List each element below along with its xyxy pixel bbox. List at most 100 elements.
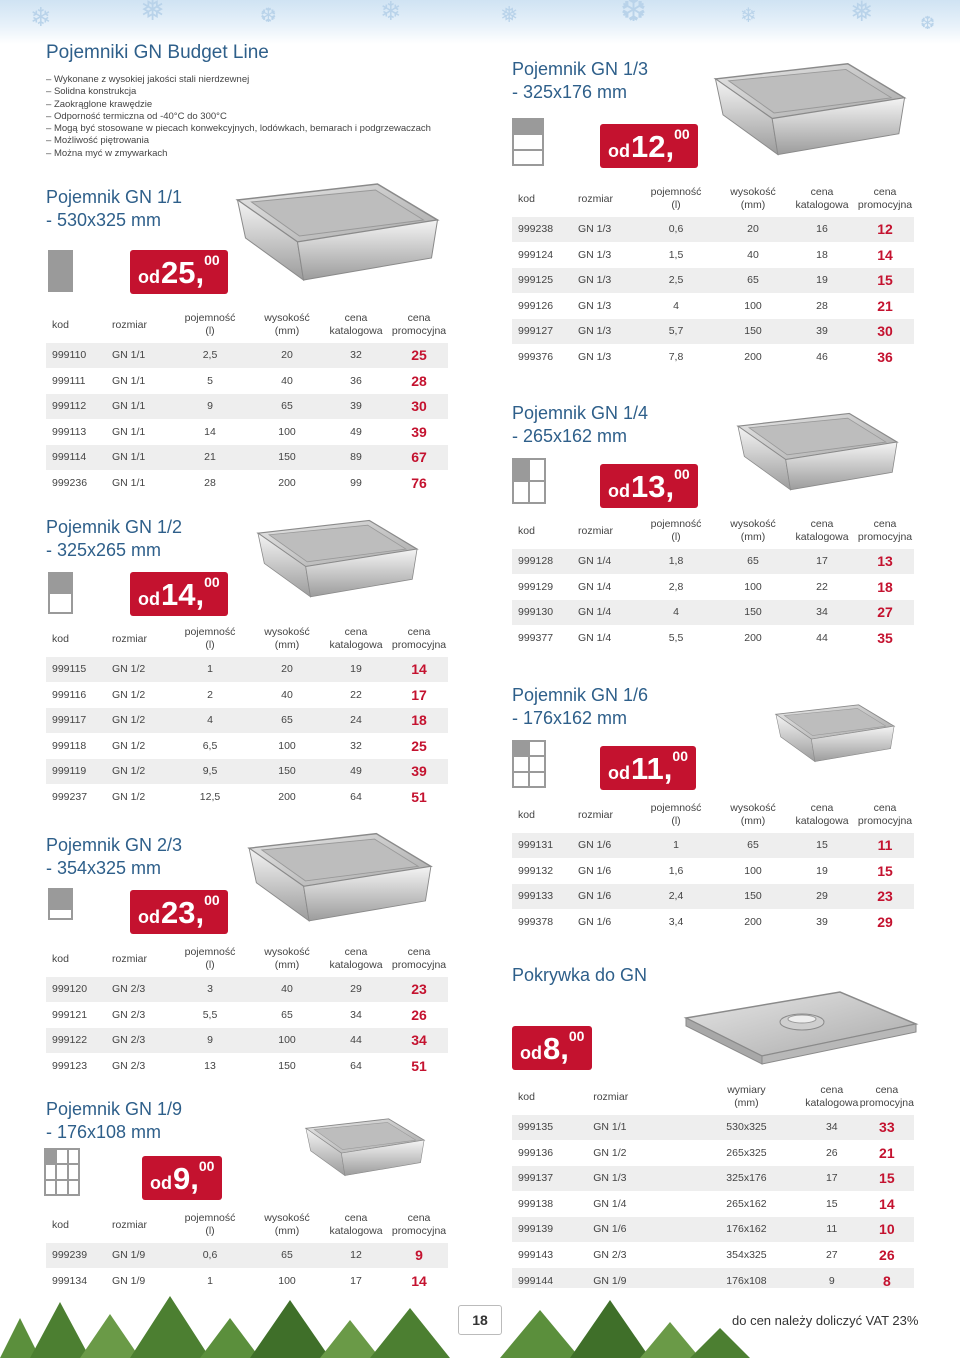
table-cell: 100: [718, 857, 788, 884]
column-header: rozmiar: [593, 1090, 629, 1103]
table-cell: 65: [718, 267, 788, 293]
table-cell: GN 1/1: [112, 367, 168, 394]
column-header: cena katalogowa: [795, 518, 849, 543]
table-cell: 65: [252, 393, 322, 419]
table-cell: 40: [252, 681, 322, 708]
product-image-pan: [300, 1108, 430, 1190]
tree-decoration: [0, 1296, 750, 1358]
table-cell: 27: [803, 1241, 860, 1268]
price-value: 14: [161, 577, 196, 612]
product-code-cell: 999139: [512, 1216, 594, 1242]
page-title: Pojemniki GN Budget Line: [46, 42, 269, 63]
product-code-cell: 999121: [46, 1001, 112, 1028]
price-badge: od 12, 00: [600, 124, 698, 168]
table-cell: 354x325: [689, 1241, 804, 1268]
table-cell: 5,7: [634, 318, 718, 344]
table-row: 999124 GN 1/3 1,5 40 18 14: [512, 241, 914, 268]
table-cell: 40: [718, 241, 788, 268]
table-cell: 19: [788, 857, 856, 884]
table-cell: GN 1/2: [112, 758, 168, 784]
product-code-cell: 999143: [512, 1241, 594, 1268]
column-header: rozmiar: [112, 318, 148, 331]
column-header: wysokość (mm): [730, 518, 776, 543]
product-code-cell: 999378: [512, 908, 578, 935]
product-table-gn-1-3: kod rozmiar pojemność (l) wysokość (mm) cena ka…: [512, 184, 914, 370]
gn-size-icon: [512, 118, 544, 166]
column-header: rozmiar: [112, 632, 148, 645]
table-cell: GN 1/3: [578, 318, 634, 344]
product-table-gn-1-6: kod rozmiar pojemność (l) wysokość (mm) cena ka…: [512, 800, 914, 935]
promo-price-cell: 39: [390, 418, 448, 445]
table-cell: GN 1/1: [112, 444, 168, 470]
table-cell: 21: [168, 444, 252, 470]
product-code-cell: 999131: [512, 832, 578, 858]
table-cell: GN 1/3: [578, 216, 634, 242]
product-image-pan: [250, 512, 425, 610]
price-badge: od 14, 00: [130, 572, 228, 616]
table-cell: 2,8: [634, 573, 718, 600]
table-cell: GN 1/1: [112, 342, 168, 368]
table-cell: 5: [168, 367, 252, 394]
gn-size-icon: [44, 1148, 80, 1196]
table-cell: GN 1/4: [578, 599, 634, 625]
product-image-lid: [683, 991, 919, 1065]
product-code-cell: 999124: [512, 241, 578, 268]
column-header: cena katalogowa: [795, 186, 849, 211]
table-row: 999130 GN 1/4 4 150 34 27: [512, 599, 914, 625]
promo-price-cell: 25: [390, 342, 448, 368]
table-cell: 150: [718, 883, 788, 909]
table-header-row: kod rozmiar pojemność (l) wysokość (mm) cena ka…: [512, 184, 914, 217]
table-cell: GN 1/6: [578, 883, 634, 909]
product-image-pan: [700, 60, 920, 164]
feature-item: Odporność termiczna od -40°C do 300°C: [46, 111, 431, 123]
column-header: cena promocyjna: [391, 312, 447, 337]
column-header: cena promocyjna: [857, 802, 913, 827]
table-cell: 17: [803, 1165, 860, 1191]
column-header: kod: [518, 1090, 535, 1103]
table-cell: 26: [803, 1139, 860, 1166]
column-header: wysokość (mm): [264, 946, 310, 971]
price-value: 11: [631, 751, 664, 786]
promo-price-cell: 76: [390, 469, 448, 496]
column-header: kod: [52, 632, 69, 645]
column-header: cena katalogowa: [329, 1212, 383, 1237]
product-code-cell: 999118: [46, 732, 112, 759]
promo-price-cell: 14: [859, 1190, 914, 1217]
column-header: wysokość (mm): [264, 626, 310, 651]
table-cell: GN 1/2: [593, 1139, 690, 1166]
product-code-cell: 999116: [46, 681, 112, 708]
table-cell: 15: [788, 832, 856, 858]
table-row: 999139 GN 1/6 176x162 11 10: [512, 1216, 914, 1242]
table-cell: GN 1/1: [112, 469, 168, 496]
table-cell: 3: [168, 976, 252, 1002]
table-row: 999116 GN 1/2 2 40 22 17: [46, 681, 448, 708]
table-cell: 176x162: [689, 1216, 804, 1242]
table-cell: 9,5: [168, 758, 252, 784]
table-row: 999110 GN 1/1 2,5 20 32 25: [46, 342, 448, 368]
section-title-gn-1-3: Pojemnik GN 1/3 - 325x176 mm: [512, 59, 649, 102]
table-cell: 265x325: [689, 1139, 804, 1166]
section-title-gn-1-1: Pojemnik GN 1/1 - 530x325 mm: [46, 187, 183, 230]
price-value: 9: [173, 1161, 191, 1196]
feature-item: Możliwość piętrowania: [46, 135, 431, 147]
table-row: 999111 GN 1/1 5 40 36 28: [46, 367, 448, 394]
table-cell: 530x325: [689, 1114, 804, 1140]
table-row: 999117 GN 1/2 4 65 24 18: [46, 707, 448, 733]
table-row: 999114 GN 1/1 21 150 89 67: [46, 444, 448, 470]
table-cell: 64: [322, 1052, 390, 1079]
price-value: 25: [161, 255, 196, 290]
section-title-gn-2-3: Pojemnik GN 2/3 - 354x325 mm: [46, 835, 183, 878]
table-cell: 200: [718, 343, 788, 370]
table-cell: GN 1/4: [578, 573, 634, 600]
table-cell: 0,6: [168, 1242, 252, 1268]
table-cell: GN 2/3: [112, 976, 168, 1002]
table-row: 999378 GN 1/6 3,4 200 39 29: [512, 908, 914, 935]
table-cell: 2: [168, 681, 252, 708]
price-badge: od 8, 00: [512, 1026, 593, 1070]
table-row: 999137 GN 1/3 325x176 17 15: [512, 1165, 914, 1191]
table-cell: 200: [252, 783, 322, 810]
table-cell: GN 1/3: [578, 343, 634, 370]
table-cell: 65: [718, 548, 788, 574]
table-cell: 36: [322, 367, 390, 394]
vat-note: do cen należy doliczyć VAT 23%: [732, 1313, 919, 1328]
